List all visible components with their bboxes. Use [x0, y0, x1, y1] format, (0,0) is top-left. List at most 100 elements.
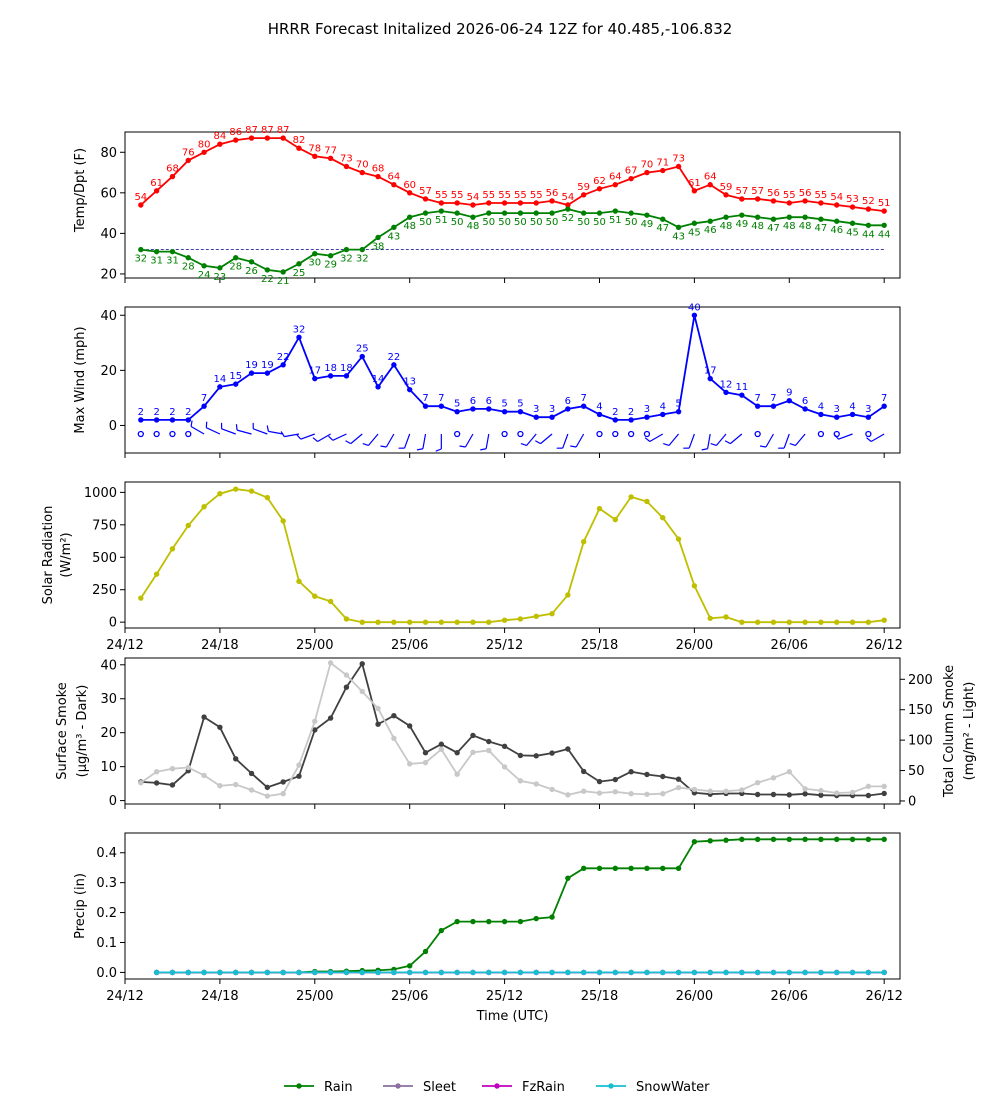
- wind-barb: [526, 433, 537, 446]
- series-solar-0-point: [185, 522, 191, 529]
- legend-swatch-marker: [395, 1083, 401, 1089]
- data-label: 23: [214, 272, 227, 283]
- data-label: 73: [672, 153, 685, 164]
- series-wind-0-point: [153, 417, 160, 423]
- data-label: 50: [625, 217, 638, 228]
- series-temp-1-point: [233, 255, 239, 261]
- series-precip-snowwater-point: [343, 969, 350, 976]
- series-precip-rain-point: [818, 836, 824, 842]
- data-label: 49: [735, 219, 748, 230]
- series-precip-rain-point: [770, 836, 777, 842]
- series-temp-0-point: [612, 182, 619, 188]
- data-label: 7: [201, 393, 207, 404]
- series-precip-snowwater-point: [169, 969, 176, 976]
- series-temp-1-point: [723, 214, 729, 220]
- series-smoke-0-point: [422, 750, 429, 756]
- wind-barb-calm: [185, 430, 192, 438]
- data-label: 57: [735, 186, 748, 197]
- series-precip-snowwater-point: [660, 969, 666, 976]
- data-label: 32: [134, 254, 147, 265]
- data-label: 45: [688, 227, 701, 238]
- series-wind-0-point: [280, 362, 286, 368]
- series-smoke-0-point: [770, 791, 777, 798]
- series-smoke-0-point: [644, 771, 650, 778]
- y-tick-label: 80: [100, 146, 117, 161]
- data-label: 2: [153, 407, 159, 418]
- data-label: 51: [878, 198, 891, 209]
- data-label: 7: [754, 393, 760, 404]
- data-label: 70: [641, 160, 654, 171]
- wind-barb: [422, 433, 427, 449]
- data-label: 14: [372, 374, 385, 385]
- series-precip-snowwater-point: [739, 969, 745, 976]
- wind-barb-flag: [644, 437, 651, 442]
- x-tick-label: 24/18: [201, 638, 238, 653]
- wind-barb: [253, 428, 268, 435]
- wind-barb: [385, 433, 395, 448]
- wind-barb: [221, 428, 236, 435]
- series-temp-1-point: [454, 210, 460, 216]
- data-label: 30: [308, 258, 321, 269]
- series-solar-0-point: [849, 619, 856, 625]
- series-precip-snowwater-point: [707, 969, 713, 976]
- series-wind-0-point: [770, 403, 777, 409]
- series-temp-1-point: [628, 210, 634, 216]
- data-label: 17: [704, 366, 717, 377]
- series-temp-1-point: [770, 216, 777, 222]
- wind-barb: [190, 425, 205, 435]
- series-temp-0-point: [517, 200, 524, 206]
- wind-barb: [236, 429, 252, 435]
- series-solar-0-point: [517, 616, 524, 622]
- series-temp-0-point: [580, 192, 587, 198]
- data-label: 50: [498, 217, 511, 228]
- series-wind-0-point: [865, 414, 872, 420]
- series-temp-1-point: [375, 234, 381, 241]
- data-label: 43: [388, 231, 401, 242]
- series-smoke-1-point: [739, 787, 745, 793]
- series-temp-0-point: [834, 202, 840, 208]
- series-solar-0-point: [596, 505, 603, 512]
- series-temp-0-point: [169, 173, 176, 180]
- series-wind-0-point: [786, 397, 792, 404]
- data-label: 44: [862, 229, 875, 240]
- series-temp-1-point: [359, 246, 365, 253]
- legend: Rain Sleet FzRain SnowWater: [284, 1080, 710, 1095]
- series-precip-snowwater-point: [596, 969, 603, 976]
- series-smoke-0-point: [153, 780, 160, 786]
- data-label: 18: [340, 363, 353, 374]
- series-temp-0-point: [723, 192, 729, 198]
- wind-barb-flag: [362, 442, 369, 447]
- x-tick-label: 25/00: [296, 989, 333, 1004]
- series-temp-1-point: [153, 248, 160, 255]
- data-label: 64: [388, 172, 401, 183]
- wind-barb: [729, 433, 743, 445]
- series-precip-snowwater-point: [470, 969, 476, 976]
- data-label: 2: [138, 407, 144, 418]
- x-tick-label: 24/12: [106, 989, 143, 1004]
- wind-barb-flag: [435, 448, 442, 452]
- series-wind-0-point: [881, 403, 887, 409]
- legend-label: FzRain: [522, 1080, 565, 1095]
- data-label: 32: [340, 254, 353, 265]
- series-smoke-1-point: [454, 771, 460, 777]
- series-temp-1-point: [865, 222, 872, 228]
- data-label: 14: [214, 374, 227, 385]
- wind-barb-calm: [627, 430, 635, 438]
- series-wind-0-point: [818, 411, 824, 418]
- series-smoke-0-point: [501, 743, 508, 749]
- data-label: 80: [198, 139, 211, 150]
- wind-barb-flag: [459, 445, 466, 448]
- series-solar-0-point: [881, 617, 887, 623]
- series-solar-0-point: [739, 619, 745, 625]
- series-temp-0-point: [849, 204, 856, 210]
- series-precip-snowwater-point: [786, 969, 792, 976]
- series-temp-0-point: [818, 200, 824, 206]
- y-tick-label: 60: [100, 186, 117, 201]
- x-tick-label: 26/06: [771, 638, 808, 653]
- series-precip-snowwater-point: [233, 969, 239, 976]
- data-label: 7: [881, 393, 887, 404]
- series-wind-0-point: [185, 417, 191, 423]
- y-tick-label: 0.4: [96, 846, 117, 861]
- data-label: 5: [517, 399, 523, 410]
- wind-barb: [649, 433, 664, 443]
